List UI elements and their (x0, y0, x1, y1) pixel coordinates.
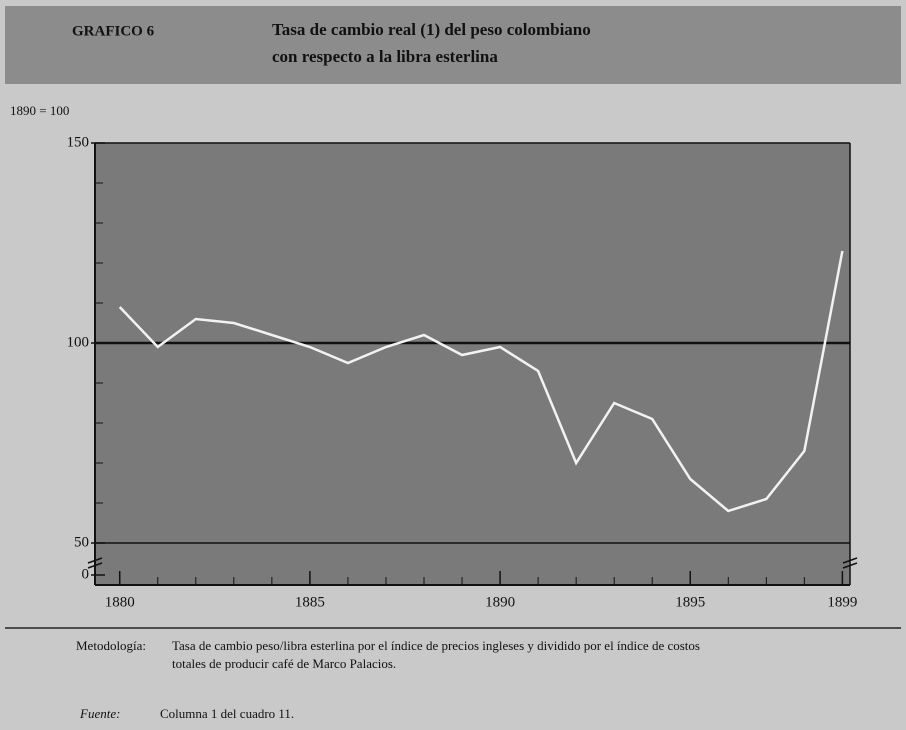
chart-title: Tasa de cambio real (1) del peso colombi… (272, 20, 591, 39)
y-note: 1890 = 100 (10, 103, 69, 118)
axis-break (842, 557, 858, 569)
x-tick-label: 1899 (827, 594, 857, 610)
y-tick-label: 100 (67, 334, 90, 350)
plot-area (95, 143, 850, 585)
y-tick-label: 150 (67, 134, 90, 150)
x-tick-label: 1895 (675, 594, 705, 610)
note-text: totales de producir café de Marco Palaci… (172, 656, 396, 671)
x-tick-label: 1880 (105, 594, 135, 610)
figure-label: GRAFICO 6 (72, 23, 155, 39)
chart-title: con respecto a la libra esterlina (272, 47, 498, 66)
y-tick-label: 0 (82, 566, 90, 582)
x-tick-label: 1885 (295, 594, 325, 610)
source-label: Fuente: (79, 706, 120, 721)
y-tick-label: 50 (74, 534, 89, 550)
source-text: Columna 1 del cuadro 11. (160, 706, 294, 721)
axis-break (87, 557, 103, 569)
header-band (5, 6, 901, 84)
x-tick-label: 1890 (485, 594, 515, 610)
note-label: Metodología: (76, 638, 146, 653)
data-line (118, 250, 844, 513)
note-text: Tasa de cambio peso/libra esterlina por … (172, 638, 700, 653)
